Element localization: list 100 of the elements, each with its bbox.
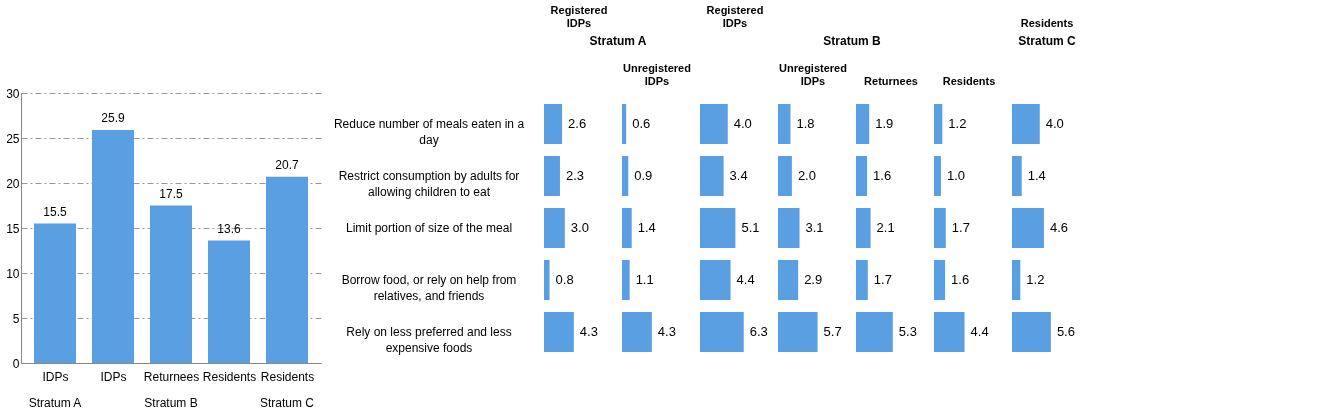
bar [1012, 208, 1044, 248]
data-label: 1.7 [873, 272, 892, 287]
data-label: 1.4 [637, 220, 656, 235]
data-label: 0.6 [632, 116, 651, 131]
bar [934, 156, 941, 196]
data-label: 0.8 [555, 272, 574, 287]
data-label: 2.6 [568, 116, 587, 131]
bar [700, 156, 724, 196]
data-label: 1.8 [796, 116, 815, 131]
data-label: 3.1 [805, 220, 824, 235]
data-label: 15.5 [43, 204, 67, 219]
bar [934, 312, 965, 352]
data-label: 1.4 [1027, 168, 1046, 183]
y-tick-label: 30 [6, 86, 20, 101]
data-label: 25.9 [101, 110, 125, 125]
x-tick-label: Residents [260, 369, 315, 384]
y-tick-label: 10 [6, 266, 20, 281]
text: Stratum A [589, 34, 647, 48]
bar [700, 208, 736, 248]
bar [622, 208, 632, 248]
bar [856, 312, 893, 352]
y-tick-label: Borrow food, or rely on help from relatives, and friends [341, 273, 517, 303]
chart-title: Residents [942, 75, 996, 87]
bar [1012, 156, 1022, 196]
data-label: 1.9 [875, 116, 894, 131]
bar [700, 104, 728, 144]
bar [622, 104, 627, 144]
x-tick-label: IDPs [42, 369, 69, 384]
bar [34, 223, 76, 363]
bar [856, 156, 868, 196]
data-label: 1.2 [1026, 272, 1045, 287]
bar [622, 312, 652, 352]
bar [266, 176, 308, 363]
y-tick-label: Reduce number of meals eaten in a day [333, 117, 525, 147]
bar [544, 156, 560, 196]
bar [856, 104, 870, 144]
text: Stratum B [823, 34, 881, 48]
text: Stratum B [144, 396, 198, 410]
chart-title: Unregistered IDPs [779, 62, 847, 87]
bar [778, 104, 791, 144]
bar [700, 312, 744, 352]
bar [778, 260, 799, 300]
y-tick-label: 25 [6, 131, 20, 146]
data-label: 2.0 [797, 168, 816, 183]
chart-title: Registered IDPs [550, 4, 608, 29]
data-label: 1.6 [951, 272, 970, 287]
data-label: 4.6 [1049, 220, 1069, 235]
bar [622, 260, 630, 300]
data-label: 4.4 [970, 324, 989, 339]
bar [778, 156, 792, 196]
bar [934, 260, 946, 300]
y-tick-label: Restrict consumption by adults for allowing children to eat [338, 169, 520, 199]
chart-title: Registered IDPs [706, 4, 764, 29]
bar [544, 312, 574, 352]
data-label: 6.3 [749, 324, 768, 339]
text: Stratum C [1018, 34, 1076, 48]
data-label: 1.1 [635, 272, 654, 287]
bar [778, 208, 800, 248]
y-tick-label: Limit portion of size of the meal [345, 221, 513, 235]
bar [150, 205, 192, 363]
bar [700, 260, 731, 300]
bar [856, 208, 871, 248]
y-tick-label: 15 [6, 221, 20, 236]
data-label: 4.0 [733, 116, 752, 131]
y-tick-label: Rely on less preferred and less expensive foods [346, 325, 512, 355]
y-tick-label: 5 [12, 311, 20, 326]
data-label: 2.1 [876, 220, 895, 235]
data-label: 5.3 [898, 324, 917, 339]
bar [934, 208, 946, 248]
bar [934, 104, 943, 144]
bar [622, 156, 629, 196]
x-tick-label: Returnees [143, 369, 200, 384]
data-label: 1.2 [948, 116, 967, 131]
data-label: 2.9 [804, 272, 823, 287]
bar [92, 129, 134, 363]
data-label: 5.1 [741, 220, 760, 235]
bar [1012, 104, 1040, 144]
data-label: 13.6 [217, 221, 241, 236]
bar [1012, 260, 1021, 300]
text: Stratum A [28, 396, 82, 410]
data-label: 3.4 [729, 168, 748, 183]
data-label: 1.7 [951, 220, 970, 235]
data-label: 4.0 [1045, 116, 1064, 131]
data-label: 4.3 [657, 324, 676, 339]
y-tick-label: 20 [6, 176, 20, 191]
bar [544, 104, 563, 144]
bar [1012, 312, 1051, 352]
x-tick-label: IDPs [100, 369, 127, 384]
chart-title: Residents [1020, 17, 1074, 29]
y-tick-label: 0 [12, 356, 20, 371]
data-label: 0.9 [634, 168, 653, 183]
bar [208, 240, 250, 363]
data-label: 1.0 [946, 168, 966, 183]
chart-title: Unregistered IDPs [623, 62, 691, 87]
data-label: 3.0 [570, 220, 589, 235]
x-tick-label: Residents [202, 369, 257, 384]
data-label: 1.6 [873, 168, 892, 183]
bar [778, 312, 818, 352]
data-label: 5.7 [823, 324, 842, 339]
data-label: 2.3 [565, 168, 585, 183]
